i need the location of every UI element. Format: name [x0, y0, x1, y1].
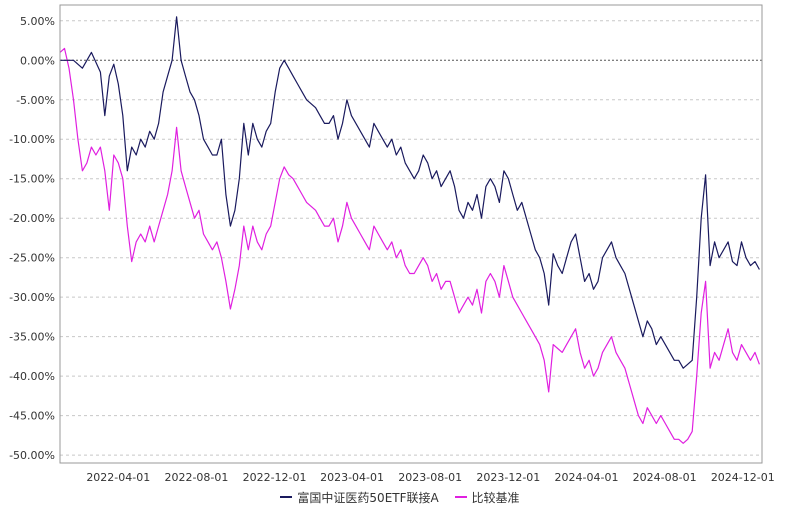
- x-tick-label: 2023-12-01: [476, 471, 540, 484]
- x-tick-label: 2022-08-01: [164, 471, 228, 484]
- x-tick-label: 2023-08-01: [398, 471, 462, 484]
- x-tick-label: 2024-08-01: [633, 471, 697, 484]
- y-tick-label: 0.00%: [20, 54, 55, 67]
- legend-swatch-benchmark: [454, 496, 467, 498]
- y-tick-label: -30.00%: [9, 291, 55, 304]
- x-tick-label: 2024-12-01: [711, 471, 775, 484]
- series-line-benchmark: [59, 47, 760, 444]
- gridlines: [60, 20, 762, 456]
- y-tick-label: -40.00%: [9, 370, 55, 383]
- legend-item-fund: 富国中证医药50ETF联接A: [280, 489, 439, 506]
- x-axis-tick-labels: 2022-04-01 2022-08-01 2022-12-01 2023-04-01…: [86, 471, 774, 484]
- x-tick-label: 2022-12-01: [243, 471, 307, 484]
- legend-label-benchmark: 比较基准: [471, 490, 520, 505]
- y-tick-label: -15.00%: [9, 173, 55, 186]
- y-tick-label: -50.00%: [9, 449, 55, 462]
- y-tick-label: -10.00%: [9, 133, 55, 146]
- series-lines: [59, 16, 760, 444]
- legend-item-benchmark: 比较基准: [454, 489, 520, 506]
- y-tick-label: -20.00%: [9, 212, 55, 225]
- y-tick-label: -35.00%: [9, 331, 55, 344]
- legend-swatch-fund: [280, 496, 293, 498]
- y-tick-label: -25.00%: [9, 252, 55, 265]
- x-tick-label: 2024-04-01: [555, 471, 619, 484]
- legend-label-fund: 富国中证医药50ETF联接A: [297, 490, 439, 505]
- y-tick-label: 5.00%: [20, 15, 55, 28]
- x-tick-label: 2022-04-01: [86, 471, 150, 484]
- x-tick-label: 2023-04-01: [320, 471, 384, 484]
- legend: 富国中证医药50ETF联接A 比较基准: [0, 487, 800, 506]
- series-line-fund: [60, 16, 760, 369]
- y-axis-tick-labels: 5.00% 0.00% -5.00% -10.00% -15.00% -20.00% -25…: [9, 15, 55, 462]
- y-tick-label: -5.00%: [16, 94, 55, 107]
- plot-area-frame: [59, 4, 763, 464]
- y-tick-label: -45.00%: [9, 410, 55, 423]
- line-chart: 5.00% 0.00% -5.00% -10.00% -15.00% -20.00% -25…: [9, 4, 775, 484]
